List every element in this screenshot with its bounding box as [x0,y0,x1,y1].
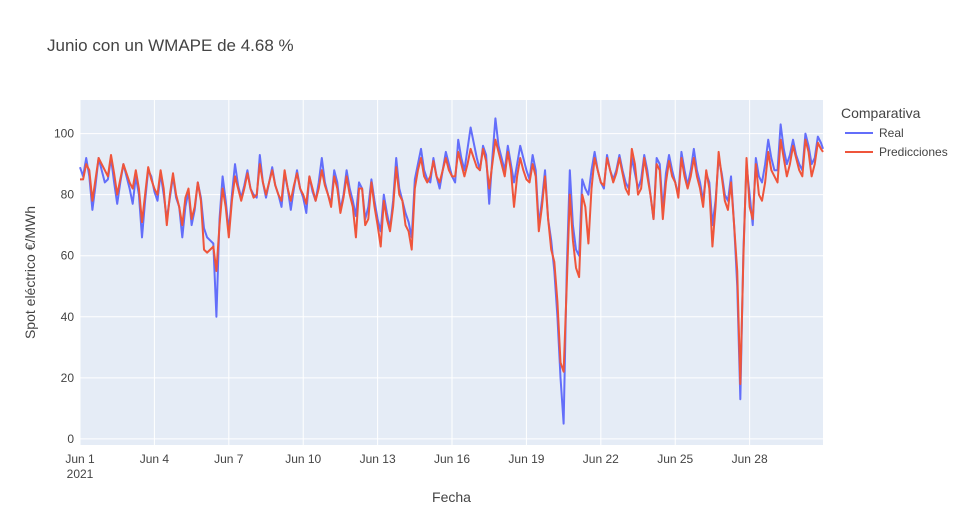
x-tick-label: Jun 19 [508,452,544,466]
x-tick-label: Jun 25 [657,452,693,466]
legend[interactable]: Comparativa Real Predicciones [841,105,948,159]
chart-title: Junio con un WMAPE de 4.68 % [47,36,294,55]
y-tick-label: 20 [61,371,75,385]
legend-label-real: Real [879,126,904,140]
x-tick-label: Jun 16 [434,452,470,466]
legend-label-predicciones: Predicciones [879,145,948,159]
x-tick-label: Jun 7 [214,452,244,466]
legend-title: Comparativa [841,105,921,121]
x-tick-label: Jun 10 [285,452,321,466]
y-tick-label: 80 [61,188,75,202]
x-tick-sublabel: 2021 [67,467,94,481]
plot-area [80,100,823,445]
y-tick-label: 0 [67,432,74,446]
y-tick-label: 40 [61,310,75,324]
x-tick-label: Jun 1 [65,452,95,466]
y-axis-title: Spot eléctrico €/MWh [22,206,38,339]
series-layer [79,117,824,425]
series-line-predicciones[interactable] [80,138,824,385]
x-tick-label: Jun 4 [140,452,170,466]
y-tick-labels: 0 20 40 60 80 100 [54,127,74,446]
y-tick-label: 60 [61,249,75,263]
y-gridlines [80,133,823,440]
x-tick-label: Jun 22 [583,452,619,466]
legend-item-real[interactable]: Real [845,126,904,140]
x-tick-label: Jun 13 [360,452,396,466]
x-gridlines [79,100,751,445]
x-tick-label: Jun 28 [732,452,768,466]
legend-item-predicciones[interactable]: Predicciones [845,145,948,159]
x-axis-title: Fecha [432,489,471,505]
y-tick-label: 100 [54,127,74,141]
